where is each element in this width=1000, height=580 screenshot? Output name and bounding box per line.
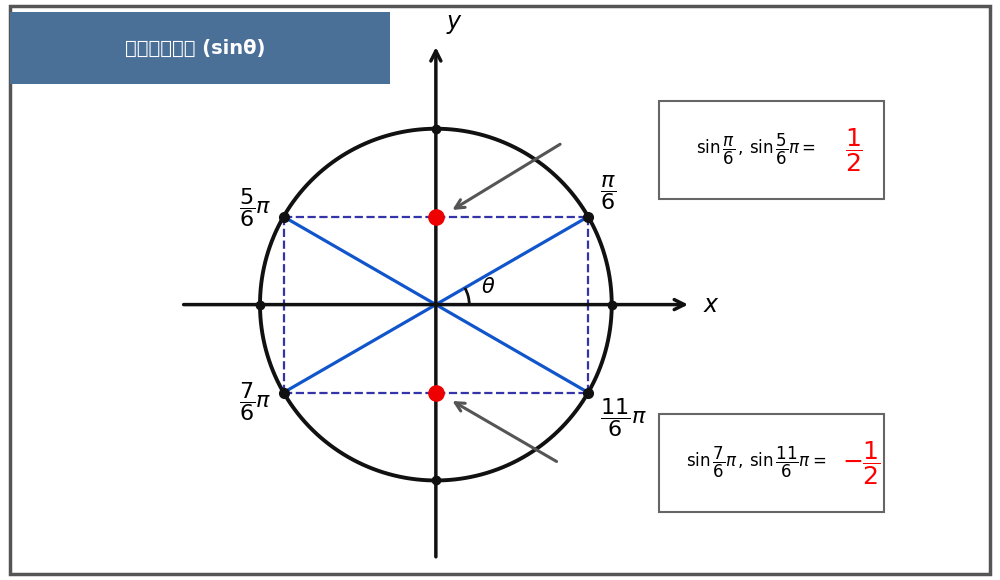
Text: 三角関数の値 (sinθ): 三角関数の値 (sinθ) [125,39,265,57]
Text: $x$: $x$ [703,292,720,317]
Text: $\dfrac{11}{6}\pi$: $\dfrac{11}{6}\pi$ [600,396,647,438]
Text: $-\dfrac{1}{2}$: $-\dfrac{1}{2}$ [842,439,881,487]
FancyBboxPatch shape [659,100,884,199]
Text: $\dfrac{\pi}{6}$: $\dfrac{\pi}{6}$ [600,173,617,212]
Text: $\theta$: $\theta$ [481,277,496,297]
Text: $\dfrac{7}{6}\pi$: $\dfrac{7}{6}\pi$ [239,380,271,423]
Text: $\sin\dfrac{7}{6}\pi$$\,,\,\sin\dfrac{11}{6}\pi=$: $\sin\dfrac{7}{6}\pi$$\,,\,\sin\dfrac{11… [686,445,826,480]
Text: $y$: $y$ [446,12,463,35]
Text: $\dfrac{5}{6}\pi$: $\dfrac{5}{6}\pi$ [239,186,271,229]
Text: $\dfrac{1}{2}$: $\dfrac{1}{2}$ [845,126,863,174]
Text: $\sin\dfrac{\pi}{6}$$\,,\,\sin\dfrac{5}{6}\pi=$: $\sin\dfrac{\pi}{6}$$\,,\,\sin\dfrac{5}{… [696,132,816,168]
FancyBboxPatch shape [659,414,884,512]
